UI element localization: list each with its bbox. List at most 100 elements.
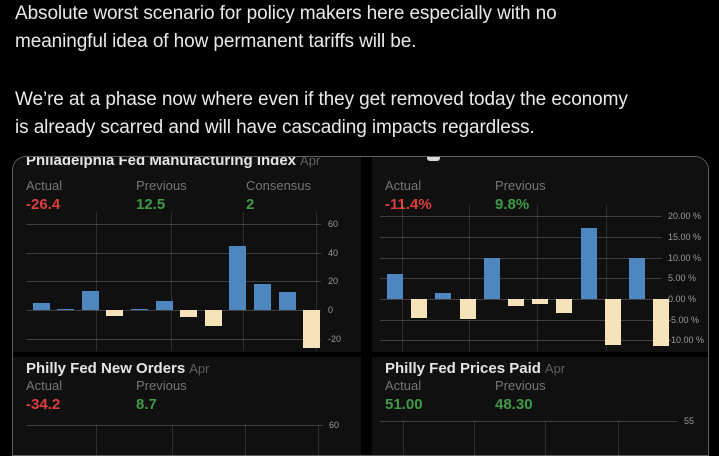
- vertical-gridline: [315, 212, 317, 351]
- bar: [130, 308, 148, 310]
- panel-period: Apr: [300, 157, 321, 168]
- y-axis-label: -10.00 %: [668, 335, 705, 346]
- stat-value: -11.4%: [385, 196, 432, 213]
- stat-value: 8.7: [136, 396, 157, 413]
- vertical-gridline: [469, 205, 471, 351]
- vertical-gridline: [95, 212, 97, 351]
- panel-philly-fed-new-orders: Philly Fed New Orders Apr Actual -34.2 Prev…: [13, 357, 361, 455]
- y-axis-label: 20.00 %: [668, 211, 702, 222]
- bar: [32, 302, 50, 310]
- horizontal-gridline: [380, 340, 662, 342]
- bar: [580, 227, 597, 299]
- stat-label: Consensus: [246, 178, 312, 193]
- tweet-media-image[interactable]: Philadelphia Fed Manufacturing Index Apr …: [12, 156, 709, 456]
- y-axis-label: 10.00 %: [668, 252, 702, 263]
- stats-row: Actual -26.4 Previous 12.5 Consensus 2: [26, 178, 356, 213]
- stat: Previous 48.30: [495, 378, 605, 413]
- stat: Actual -26.4: [26, 178, 136, 213]
- horizontal-gridline: [380, 216, 662, 218]
- y-axis-label: 15.00 %: [668, 231, 702, 242]
- y-axis-label: 0.00 %: [668, 293, 697, 304]
- stat-value: 51.00: [385, 396, 423, 413]
- bar: [303, 310, 321, 348]
- bar: [629, 257, 645, 299]
- bar: [604, 298, 621, 345]
- bar: [532, 298, 549, 304]
- stat-value: -34.2: [26, 396, 61, 413]
- panel-period: Apr: [189, 361, 210, 376]
- panel-title-text: Philadelphia Fed Manufacturing Index: [26, 157, 297, 169]
- stat-label: Previous: [136, 178, 187, 193]
- vertical-gridline: [473, 421, 475, 455]
- y-axis-label: -5.00 %: [668, 314, 700, 325]
- chart-cropped-percent-series: 20.00 % 15.00 % 10.00 % 5.00 % 0.00 % -5.00 %…: [372, 157, 708, 352]
- tweet-paragraph-1: Absolute worst scenario for policy maker…: [15, 3, 557, 52]
- horizontal-gridline: [26, 425, 323, 426]
- stat-value: 9.8%: [495, 196, 530, 213]
- panel-title: Philadelphia Fed Manufacturing Index Apr: [13, 157, 361, 169]
- horizontal-gridline: [26, 224, 321, 226]
- bar: [653, 298, 670, 347]
- horizontal-gridline: [380, 319, 662, 321]
- bar: [508, 298, 524, 306]
- bar: [459, 298, 476, 319]
- panel-title-text: Philly Fed New Orders: [26, 360, 186, 377]
- y-axis-label: 60: [329, 420, 340, 430]
- horizontal-gridline: [26, 338, 321, 340]
- horizontal-gridline: [26, 252, 321, 254]
- horizontal-gridline: [380, 278, 662, 280]
- vertical-gridline: [171, 212, 173, 351]
- y-axis-label: 0: [328, 305, 334, 316]
- panel-title: Philly Fed Prices Paid Apr: [372, 360, 708, 377]
- stat: Consensus 2: [246, 178, 356, 213]
- y-axis-label: -20: [328, 333, 342, 344]
- tweet-paragraph-2: We’re at a phase now where even if they …: [15, 89, 628, 138]
- y-axis-label: 20: [328, 276, 339, 287]
- panel-philly-fed-prices-paid: Philly Fed Prices Paid Apr Actual 51.00 Pre…: [372, 357, 708, 455]
- stat-label: Previous: [136, 378, 187, 393]
- y-axis-label: 55: [684, 416, 695, 426]
- stat-label: Previous: [495, 378, 546, 393]
- panel-cropped-percent-series: Actual -11.4% Previous 9.8% 20.00 % 15.00 % 1…: [372, 157, 708, 352]
- stat-label: Actual: [26, 178, 63, 193]
- stat-value: -26.4: [26, 196, 61, 213]
- cropped-title-fragment: [427, 157, 440, 161]
- bar: [253, 284, 271, 310]
- chart-philadelphia-fed-manufacturing-index: 60 40 20 0 -20: [13, 157, 361, 352]
- horizontal-gridline: [380, 257, 662, 259]
- stat-value: 2: [246, 196, 255, 213]
- vertical-gridline: [605, 205, 607, 351]
- bar: [106, 310, 124, 316]
- stat-label: Actual: [26, 378, 63, 393]
- y-axis-label: 60: [328, 219, 339, 230]
- stat-value: 12.5: [136, 196, 166, 213]
- stat: Actual -34.2: [26, 378, 136, 413]
- stat-label: Actual: [385, 378, 422, 393]
- stat: Previous 9.8%: [495, 178, 605, 213]
- vertical-gridline: [617, 421, 619, 455]
- horizontal-gridline: [380, 421, 677, 422]
- bar: [411, 298, 428, 319]
- stat: Actual -11.4%: [385, 178, 495, 213]
- stat-label: Previous: [495, 178, 546, 193]
- panel-title: Philly Fed New Orders Apr: [13, 360, 361, 377]
- bar: [556, 298, 573, 314]
- bar: [180, 310, 198, 318]
- stats-row: Actual -34.2 Previous 8.7: [26, 378, 246, 413]
- stat-value: 48.30: [495, 396, 533, 413]
- tweet-text: Absolute worst scenario for policy maker…: [15, 0, 709, 142]
- bar: [387, 273, 403, 299]
- vertical-gridline: [545, 421, 547, 455]
- bar: [278, 292, 296, 310]
- bar: [483, 258, 500, 299]
- stats-row: Actual 51.00 Previous 48.30: [385, 378, 605, 413]
- bar: [204, 310, 222, 326]
- vertical-gridline: [537, 205, 539, 351]
- bar: [81, 291, 99, 310]
- horizontal-gridline: [26, 310, 321, 312]
- horizontal-gridline: [26, 281, 321, 283]
- y-axis-label: 5.00 %: [668, 273, 697, 284]
- stat: Previous 8.7: [136, 378, 246, 413]
- vertical-gridline: [403, 421, 405, 455]
- chart-philly-fed-prices-paid: 55: [372, 357, 708, 455]
